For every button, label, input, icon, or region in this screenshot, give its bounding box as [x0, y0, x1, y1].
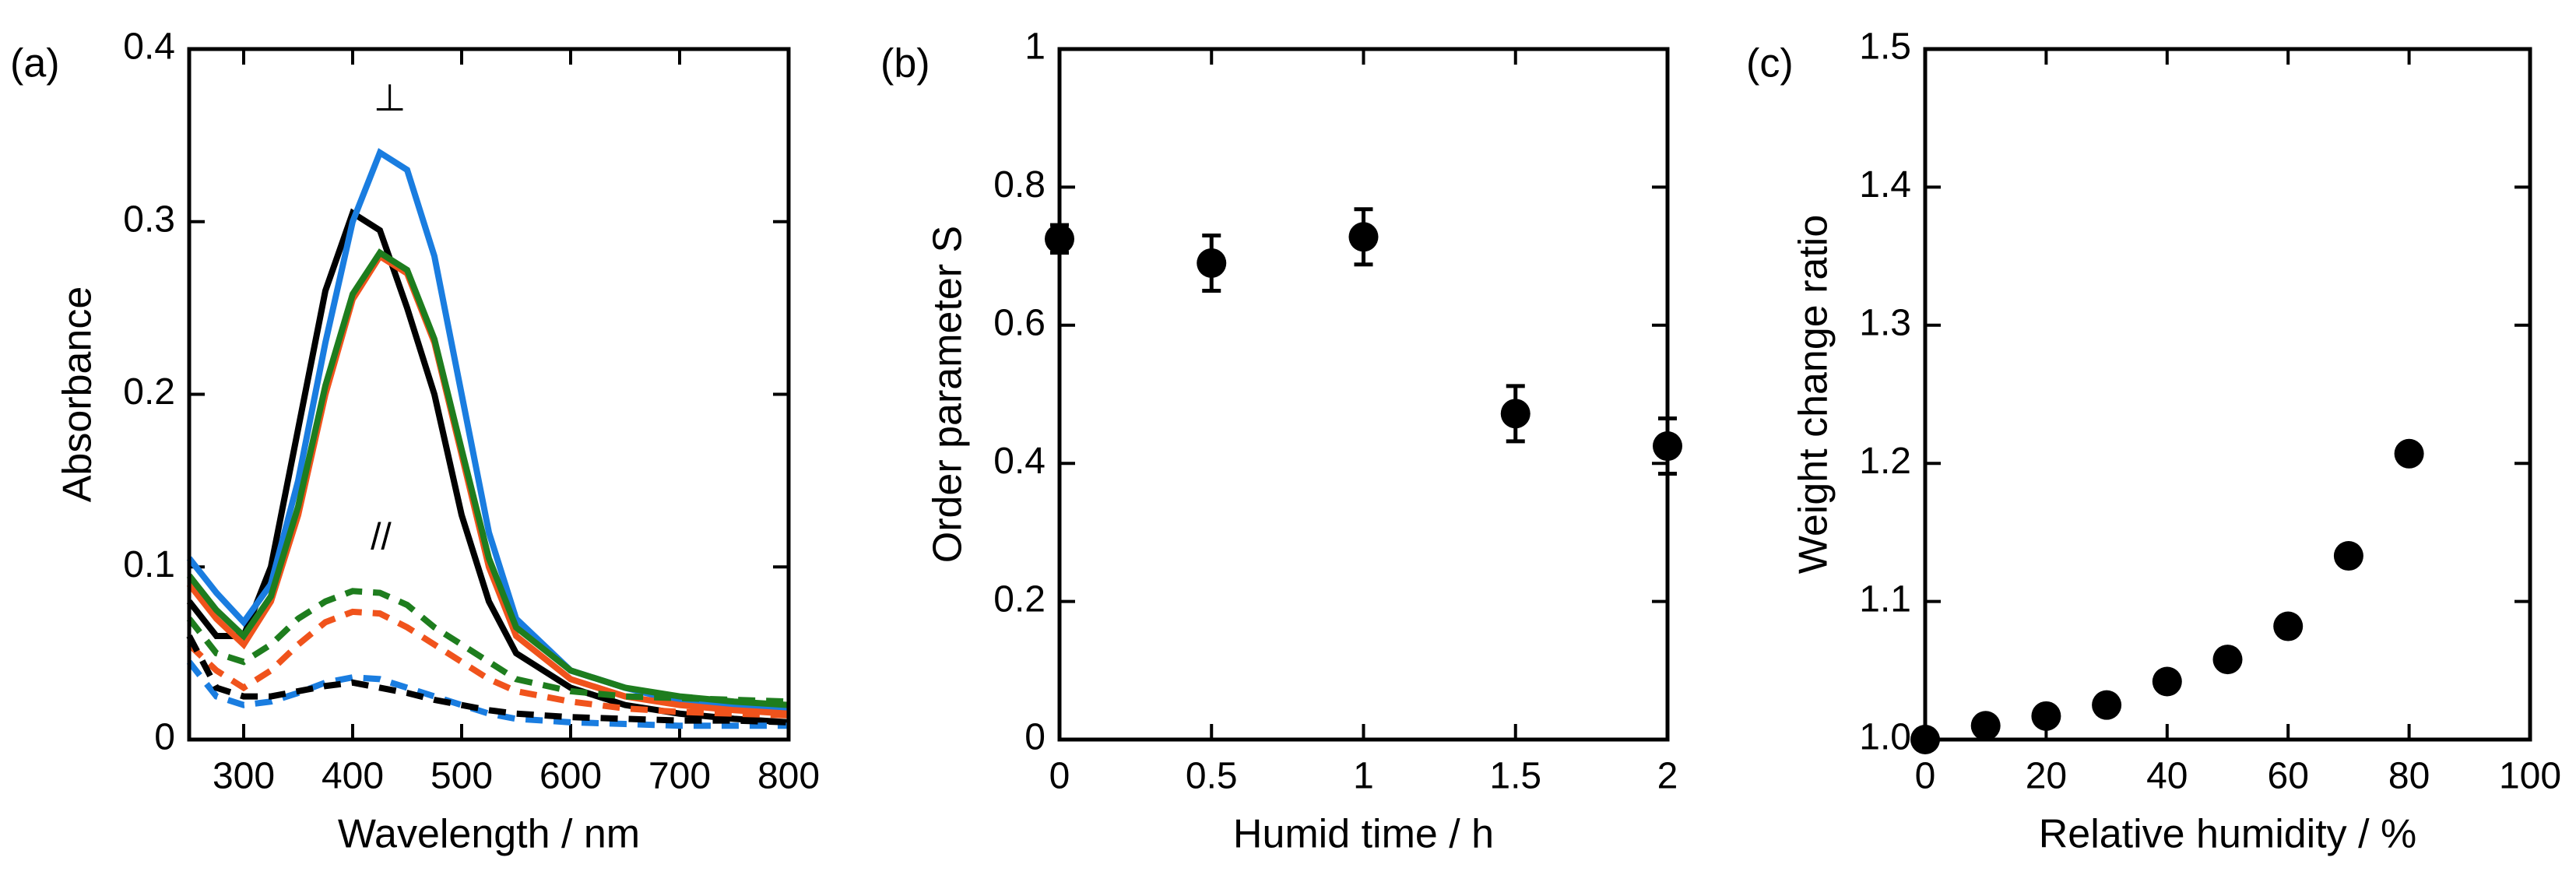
- point: [2212, 645, 2243, 675]
- y-tick-label: 0.3: [123, 199, 175, 240]
- line-series: [186, 634, 789, 726]
- x-tick-label: 100: [2499, 756, 2561, 797]
- line-series: [186, 251, 789, 717]
- x-tick-label: 2: [1657, 756, 1678, 797]
- line-series: [186, 659, 789, 729]
- panel-label: (c): [1746, 41, 1794, 86]
- point: [2333, 541, 2363, 571]
- point: [1348, 222, 1379, 252]
- point: [1970, 711, 2001, 741]
- point: [2273, 611, 2304, 641]
- y-tick-label: 0.4: [993, 441, 1046, 482]
- point: [2092, 690, 2122, 720]
- x-tick-label: 80: [2388, 756, 2430, 797]
- y-tick-label: 0: [1024, 717, 1046, 758]
- y-tick-label: 1: [1024, 26, 1046, 68]
- point: [1500, 399, 1530, 429]
- x-tick-label: 800: [757, 756, 820, 797]
- y-tick-label: 1.5: [1859, 26, 1911, 68]
- y-tick-label: 1.4: [1859, 164, 1911, 206]
- y-tick-label: 0.2: [123, 371, 175, 413]
- x-axis-label: Humid time / h: [1233, 812, 1494, 857]
- panel-label: (b): [880, 41, 930, 86]
- x-tick-label: 0.5: [1186, 756, 1238, 797]
- y-tick-label: 1.3: [1859, 302, 1911, 343]
- y-tick-label: 0.4: [123, 26, 175, 68]
- y-tick-label: 1.0: [1859, 717, 1911, 758]
- x-tick-label: 600: [539, 756, 602, 797]
- line-series: [186, 208, 789, 726]
- y-tick-label: 1.2: [1859, 441, 1911, 482]
- y-tick-label: 0.8: [993, 164, 1046, 206]
- line-series: [186, 248, 789, 708]
- x-tick-label: 500: [431, 756, 493, 797]
- plot-frame: [187, 47, 791, 742]
- point: [1197, 248, 1227, 278]
- x-tick-label: 60: [2268, 756, 2309, 797]
- y-axis-label: Absorbance: [55, 286, 100, 503]
- annotation: //: [371, 516, 392, 557]
- line-series: [186, 148, 789, 712]
- x-tick-label: 0: [1915, 756, 1936, 797]
- line-series: [187, 608, 789, 719]
- x-tick-label: 0: [1049, 756, 1070, 797]
- y-tick-label: 1.1: [1859, 578, 1911, 620]
- y-tick-label: 0: [154, 717, 175, 758]
- x-tick-label: 300: [213, 756, 275, 797]
- annotation: ⊥: [374, 78, 406, 119]
- y-tick-label: 0.2: [993, 578, 1046, 620]
- x-tick-label: 700: [648, 756, 711, 797]
- x-tick-label: 1: [1353, 756, 1374, 797]
- point: [2031, 701, 2061, 731]
- y-tick-label: 0.1: [123, 544, 175, 585]
- x-tick-label: 40: [2146, 756, 2188, 797]
- x-tick-label: 1.5: [1489, 756, 1541, 797]
- y-axis-label: Order parameter S: [926, 226, 971, 564]
- x-axis-label: Relative humidity / %: [2039, 812, 2417, 857]
- point: [2152, 666, 2182, 697]
- y-tick-label: 0.6: [993, 302, 1046, 343]
- x-tick-label: 20: [2026, 756, 2067, 797]
- x-tick-label: 400: [322, 756, 384, 797]
- line-series: [186, 588, 789, 705]
- panel-label: (a): [10, 41, 60, 86]
- plot-frame: [1057, 47, 1670, 742]
- y-axis-label: Weight change ratio: [1791, 215, 1836, 575]
- plot-frame: [1923, 47, 2532, 742]
- point: [2394, 438, 2424, 469]
- x-axis-label: Wavelength / nm: [338, 812, 640, 857]
